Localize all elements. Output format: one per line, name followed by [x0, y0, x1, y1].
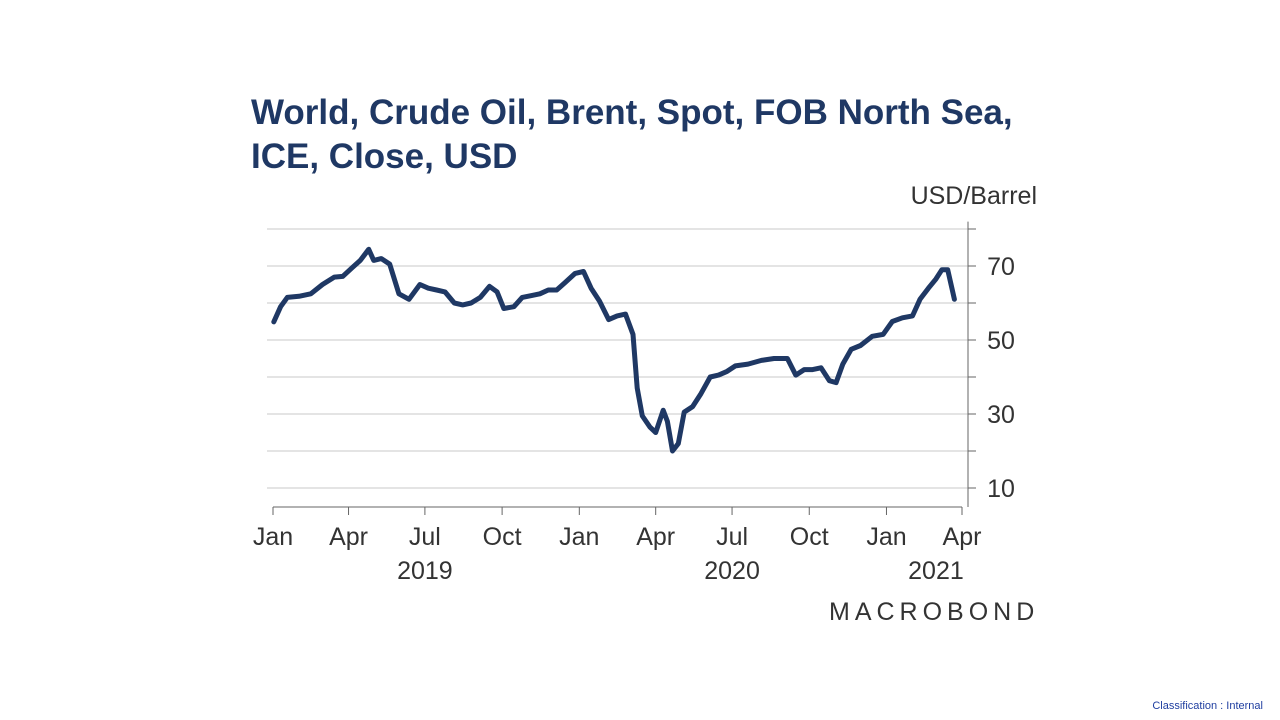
- y-tick-label: 50: [987, 327, 1015, 355]
- x-tick-label: Oct: [790, 523, 829, 551]
- logo-text: MACROBOND: [829, 598, 1040, 626]
- x-tick-label: Jan: [866, 523, 906, 551]
- y-tick-label: 10: [987, 475, 1015, 503]
- x-tick-label: Jul: [716, 523, 748, 551]
- x-axis-ticks: Jan Apr Jul Oct Jan Apr Jul Oct Jan Apr 2019 2020 20…: [253, 507, 982, 585]
- x-tick-label: Oct: [483, 523, 522, 551]
- y-tick-label: 30: [987, 401, 1015, 429]
- axes: [273, 221, 969, 508]
- x-tick-label: Jan: [253, 523, 293, 551]
- x-tick-label: Jan: [559, 523, 599, 551]
- y-axis-ticks: 10 30 50 70: [968, 228, 1015, 503]
- x-tick-label: Apr: [943, 523, 982, 551]
- year-label: 2021: [908, 557, 964, 585]
- chart-title: World, Crude Oil, Brent, Spot, FOB North…: [251, 93, 1013, 176]
- year-label: 2020: [704, 557, 760, 585]
- classification-label: Classification : Internal: [1152, 700, 1263, 712]
- year-label: 2019: [397, 557, 453, 585]
- y-tick-label: 70: [987, 253, 1015, 281]
- gridlines: [267, 228, 968, 489]
- macrobond-logo: MACROBOND: [829, 598, 1039, 627]
- x-tick-label: Apr: [636, 523, 675, 551]
- series-group: [271, 246, 957, 454]
- y-axis-unit-label: USD/Barrel: [910, 182, 1037, 210]
- series-line-brent: [271, 246, 957, 454]
- x-tick-label: Jul: [409, 523, 441, 551]
- x-tick-label: Apr: [329, 523, 368, 551]
